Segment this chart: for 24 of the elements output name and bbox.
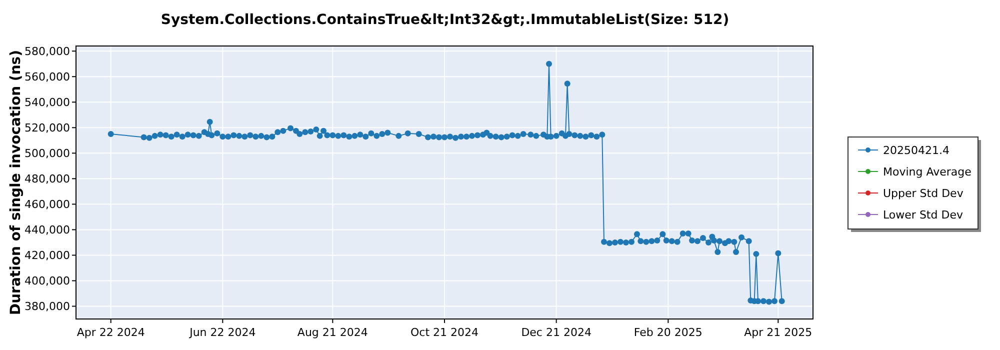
y-axis-title: Duration of single invocation (ns)	[8, 50, 24, 316]
x-tick-label: Feb 20 2025	[634, 326, 702, 339]
chart-title: System.Collections.ContainsTrue&lt;Int32&gt;.ImmutableList(Size: 512)	[160, 12, 730, 28]
x-tick-label: Apr 21 2025	[744, 326, 812, 339]
y-tick-label: 520,000	[24, 121, 70, 134]
y-tick-label: 560,000	[24, 70, 70, 84]
x-tick-label: Jun 22 2024	[188, 326, 256, 339]
legend-label: Lower Std Dev	[883, 208, 964, 222]
x-tick-label: Dec 21 2024	[521, 326, 592, 339]
y-tick-label: 580,000	[24, 44, 70, 58]
y-tick-label: 540,000	[24, 96, 70, 109]
x-tick-label: Aug 21 2024	[297, 326, 368, 339]
x-tick-label: Apr 22 2024	[76, 326, 145, 339]
x-tick-label: Oct 21 2024	[410, 326, 479, 339]
y-tick-label: 440,000	[24, 224, 70, 237]
legend-label: 20250421.4	[883, 144, 950, 157]
y-tick-label: 480,000	[24, 172, 70, 186]
legend-label: Moving Average	[883, 165, 972, 178]
y-tick-label: 420,000	[24, 249, 70, 262]
y-tick-label: 460,000	[24, 198, 70, 212]
legend-label: Upper Std Dev	[883, 186, 964, 200]
y-tick-label: 380,000	[24, 300, 70, 314]
y-tick-label: 400,000	[24, 274, 70, 288]
y-tick-label: 500,000	[24, 147, 70, 160]
